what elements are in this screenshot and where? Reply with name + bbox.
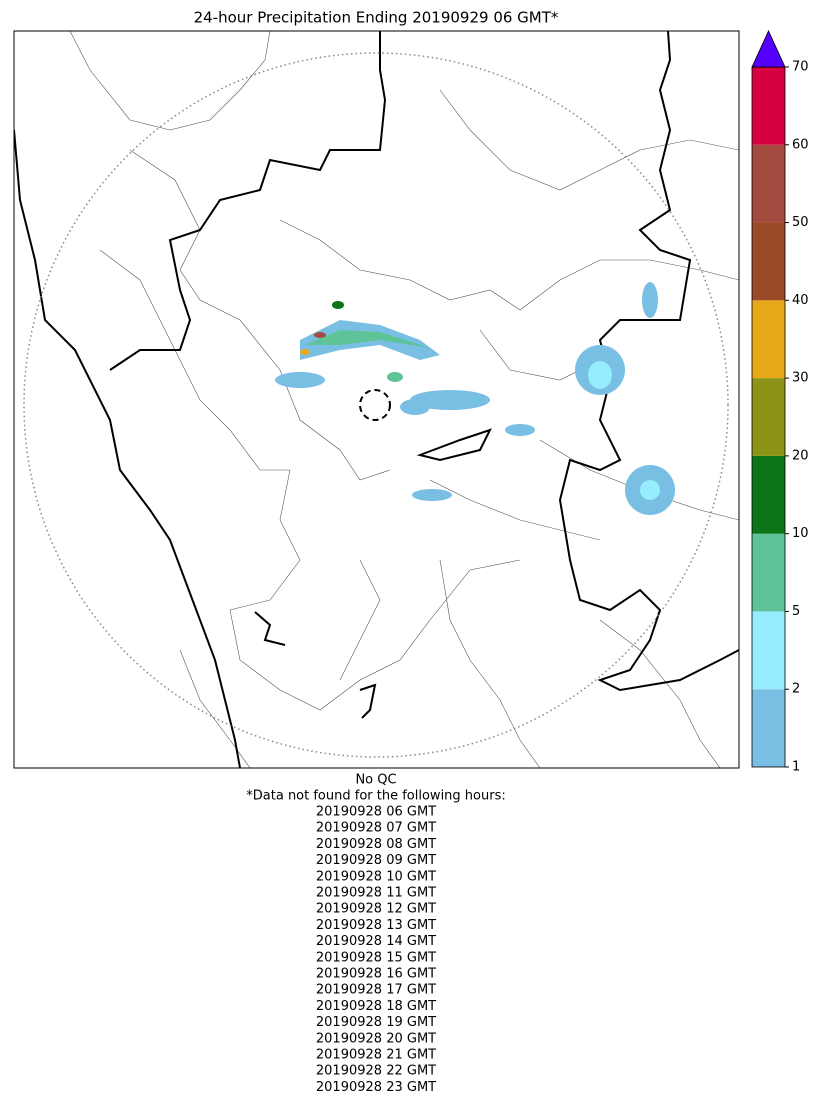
colorbar-frame (751, 66, 786, 768)
missing-hour: 20190928 15 GMT (316, 950, 436, 965)
missing-hour: 20190928 10 GMT (316, 869, 436, 884)
colorbar-tick-label: 30 (792, 371, 809, 386)
missing-hour: 20190928 07 GMT (316, 821, 436, 836)
footer: No QC *Data not found for the following … (246, 773, 505, 1095)
missing-hour: 20190928 23 GMT (316, 1080, 436, 1095)
map (13, 30, 740, 769)
missing-hour: 20190928 08 GMT (316, 837, 436, 852)
colorbar-segment (752, 67, 785, 145)
title: 24-hour Precipitation Ending 20190929 06… (194, 9, 559, 27)
missing-hour: 20190928 11 GMT (316, 886, 436, 901)
missing-hour: 20190928 13 GMT (316, 918, 436, 933)
missing-hour: 20190928 09 GMT (316, 853, 436, 868)
colorbar-tick-label: 5 (792, 604, 800, 619)
colorbar-segment (752, 378, 785, 456)
colorbar-tick-label: 10 (792, 526, 809, 541)
radar-site (359, 389, 391, 421)
missing-note: *Data not found for the following hours: (246, 789, 505, 804)
missing-hour: 20190928 17 GMT (316, 983, 436, 998)
colorbar-tick-label: 60 (792, 137, 809, 152)
missing-hour: 20190928 12 GMT (316, 902, 436, 917)
colorbar-segment (752, 144, 785, 223)
map-frame (13, 30, 740, 769)
missing-hour: 20190928 20 GMT (316, 1031, 436, 1046)
state-borders (14, 31, 739, 768)
colorbar-tick-label: 20 (792, 448, 809, 463)
radar-range (23, 52, 729, 758)
missing-hour: 20190928 14 GMT (316, 934, 436, 949)
missing-hour: 20190928 19 GMT (316, 1015, 436, 1030)
colorbar-segment (752, 455, 785, 534)
missing-hour: 20190928 06 GMT (316, 805, 436, 820)
colorbar-segment (752, 222, 785, 301)
precipitation (275, 282, 675, 515)
colorbar-tick-label: 70 (792, 60, 809, 75)
missing-hour: 20190928 18 GMT (316, 999, 436, 1014)
colorbar-tick-label: 40 (792, 293, 809, 308)
colorbar: 1 2 5 10 20 30 40 50 60 70 (751, 30, 809, 775)
missing-hour: 20190928 16 GMT (316, 967, 436, 982)
colorbar-segment (752, 533, 785, 612)
colorbar-tick-label: 50 (792, 215, 809, 230)
colorbar-tick-label: 1 (792, 760, 800, 775)
missing-hour: 20190928 22 GMT (316, 1064, 436, 1079)
missing-hour: 20190928 21 GMT (316, 1048, 436, 1063)
colorbar-segment (752, 611, 785, 690)
colorbar-tick-label: 2 (792, 682, 800, 697)
colorbar-segment (752, 300, 785, 379)
colorbar-segment (752, 689, 785, 767)
qc-note: No QC (355, 773, 396, 788)
